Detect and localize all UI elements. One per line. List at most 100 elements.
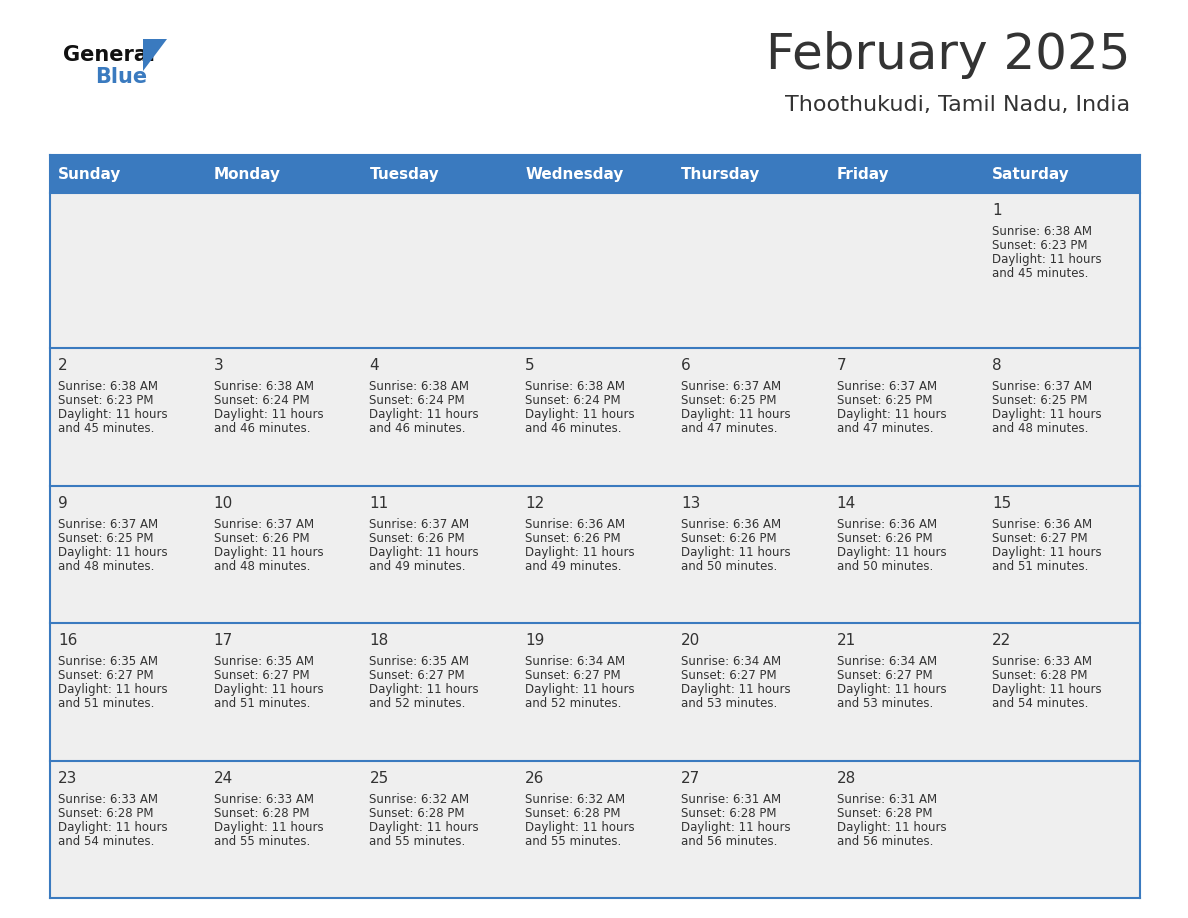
Text: 5: 5 <box>525 358 535 373</box>
Text: and 52 minutes.: and 52 minutes. <box>369 697 466 710</box>
Text: Daylight: 11 hours: Daylight: 11 hours <box>369 545 479 558</box>
Text: Thursday: Thursday <box>681 166 760 182</box>
Text: Daylight: 11 hours: Daylight: 11 hours <box>525 545 634 558</box>
Bar <box>50 193 1140 348</box>
Text: Sunset: 6:23 PM: Sunset: 6:23 PM <box>992 239 1088 252</box>
Text: Sunset: 6:28 PM: Sunset: 6:28 PM <box>369 807 465 820</box>
Text: Daylight: 11 hours: Daylight: 11 hours <box>58 821 168 834</box>
Text: Daylight: 11 hours: Daylight: 11 hours <box>836 545 946 558</box>
Text: Daylight: 11 hours: Daylight: 11 hours <box>681 821 790 834</box>
Text: 18: 18 <box>369 633 388 648</box>
Text: Sunset: 6:25 PM: Sunset: 6:25 PM <box>836 394 933 407</box>
Text: and 55 minutes.: and 55 minutes. <box>369 834 466 847</box>
Text: and 53 minutes.: and 53 minutes. <box>836 697 933 710</box>
Text: and 48 minutes.: and 48 minutes. <box>58 560 154 573</box>
Text: and 54 minutes.: and 54 minutes. <box>58 834 154 847</box>
Text: and 56 minutes.: and 56 minutes. <box>681 834 777 847</box>
Text: Sunset: 6:25 PM: Sunset: 6:25 PM <box>58 532 153 544</box>
Text: and 51 minutes.: and 51 minutes. <box>214 697 310 710</box>
Text: 14: 14 <box>836 496 855 510</box>
Text: 13: 13 <box>681 496 700 510</box>
Text: Sunset: 6:27 PM: Sunset: 6:27 PM <box>214 669 309 682</box>
Text: Sunset: 6:28 PM: Sunset: 6:28 PM <box>58 807 153 820</box>
Text: 3: 3 <box>214 358 223 373</box>
Bar <box>50 760 1140 898</box>
Text: Sunset: 6:27 PM: Sunset: 6:27 PM <box>992 532 1088 544</box>
Text: Sunrise: 6:34 AM: Sunrise: 6:34 AM <box>525 655 625 668</box>
Text: 10: 10 <box>214 496 233 510</box>
Text: Sunrise: 6:31 AM: Sunrise: 6:31 AM <box>836 792 936 805</box>
Text: Daylight: 11 hours: Daylight: 11 hours <box>214 545 323 558</box>
Text: and 46 minutes.: and 46 minutes. <box>214 422 310 435</box>
Text: and 48 minutes.: and 48 minutes. <box>214 560 310 573</box>
Text: February 2025: February 2025 <box>765 31 1130 79</box>
Text: Sunset: 6:26 PM: Sunset: 6:26 PM <box>214 532 309 544</box>
Text: Sunrise: 6:36 AM: Sunrise: 6:36 AM <box>836 518 936 531</box>
Text: Sunset: 6:24 PM: Sunset: 6:24 PM <box>369 394 465 407</box>
Text: 16: 16 <box>58 633 77 648</box>
Text: Sunrise: 6:37 AM: Sunrise: 6:37 AM <box>992 380 1093 393</box>
Text: and 46 minutes.: and 46 minutes. <box>525 422 621 435</box>
Text: Daylight: 11 hours: Daylight: 11 hours <box>992 253 1102 266</box>
Text: Sunrise: 6:36 AM: Sunrise: 6:36 AM <box>681 518 781 531</box>
Text: Sunrise: 6:38 AM: Sunrise: 6:38 AM <box>214 380 314 393</box>
Text: Sunset: 6:24 PM: Sunset: 6:24 PM <box>214 394 309 407</box>
Text: Sunrise: 6:37 AM: Sunrise: 6:37 AM <box>369 518 469 531</box>
Text: 20: 20 <box>681 633 700 648</box>
Text: Tuesday: Tuesday <box>369 166 440 182</box>
Text: Daylight: 11 hours: Daylight: 11 hours <box>58 409 168 421</box>
Text: Sunset: 6:28 PM: Sunset: 6:28 PM <box>836 807 933 820</box>
Text: Sunset: 6:28 PM: Sunset: 6:28 PM <box>992 669 1088 682</box>
Text: 24: 24 <box>214 770 233 786</box>
Text: Sunset: 6:23 PM: Sunset: 6:23 PM <box>58 394 153 407</box>
Text: Daylight: 11 hours: Daylight: 11 hours <box>214 821 323 834</box>
Text: Sunset: 6:24 PM: Sunset: 6:24 PM <box>525 394 621 407</box>
Text: and 54 minutes.: and 54 minutes. <box>992 697 1088 710</box>
Text: Daylight: 11 hours: Daylight: 11 hours <box>992 545 1102 558</box>
Text: Monday: Monday <box>214 166 280 182</box>
Text: Sunrise: 6:38 AM: Sunrise: 6:38 AM <box>525 380 625 393</box>
Text: Sunset: 6:25 PM: Sunset: 6:25 PM <box>992 394 1088 407</box>
Text: Sunrise: 6:35 AM: Sunrise: 6:35 AM <box>214 655 314 668</box>
Text: Sunrise: 6:33 AM: Sunrise: 6:33 AM <box>214 792 314 805</box>
Text: Sunrise: 6:33 AM: Sunrise: 6:33 AM <box>992 655 1092 668</box>
Text: General: General <box>63 45 154 65</box>
Bar <box>50 623 1140 760</box>
Text: 26: 26 <box>525 770 544 786</box>
Text: Sunrise: 6:35 AM: Sunrise: 6:35 AM <box>58 655 158 668</box>
Text: Sunrise: 6:37 AM: Sunrise: 6:37 AM <box>58 518 158 531</box>
Text: Daylight: 11 hours: Daylight: 11 hours <box>681 409 790 421</box>
Text: and 50 minutes.: and 50 minutes. <box>681 560 777 573</box>
Text: 4: 4 <box>369 358 379 373</box>
Text: Sunset: 6:27 PM: Sunset: 6:27 PM <box>681 669 777 682</box>
Text: 22: 22 <box>992 633 1011 648</box>
Text: Sunrise: 6:31 AM: Sunrise: 6:31 AM <box>681 792 781 805</box>
Text: Sunset: 6:26 PM: Sunset: 6:26 PM <box>681 532 777 544</box>
Text: Daylight: 11 hours: Daylight: 11 hours <box>214 683 323 696</box>
Text: Sunrise: 6:38 AM: Sunrise: 6:38 AM <box>369 380 469 393</box>
Text: and 49 minutes.: and 49 minutes. <box>369 560 466 573</box>
Text: 12: 12 <box>525 496 544 510</box>
Text: Sunrise: 6:32 AM: Sunrise: 6:32 AM <box>369 792 469 805</box>
Text: and 48 minutes.: and 48 minutes. <box>992 422 1088 435</box>
Text: and 55 minutes.: and 55 minutes. <box>525 834 621 847</box>
Text: and 47 minutes.: and 47 minutes. <box>681 422 777 435</box>
Text: Daylight: 11 hours: Daylight: 11 hours <box>836 409 946 421</box>
Text: Daylight: 11 hours: Daylight: 11 hours <box>58 545 168 558</box>
Text: Daylight: 11 hours: Daylight: 11 hours <box>369 821 479 834</box>
Text: 23: 23 <box>58 770 77 786</box>
Text: Sunset: 6:28 PM: Sunset: 6:28 PM <box>681 807 776 820</box>
Text: Sunset: 6:27 PM: Sunset: 6:27 PM <box>525 669 621 682</box>
Text: Sunrise: 6:36 AM: Sunrise: 6:36 AM <box>992 518 1093 531</box>
Text: Daylight: 11 hours: Daylight: 11 hours <box>369 409 479 421</box>
Text: Daylight: 11 hours: Daylight: 11 hours <box>525 683 634 696</box>
Text: Sunrise: 6:37 AM: Sunrise: 6:37 AM <box>214 518 314 531</box>
Text: 19: 19 <box>525 633 544 648</box>
Text: 25: 25 <box>369 770 388 786</box>
Text: and 46 minutes.: and 46 minutes. <box>369 422 466 435</box>
Text: and 55 minutes.: and 55 minutes. <box>214 834 310 847</box>
Text: 9: 9 <box>58 496 68 510</box>
Text: Daylight: 11 hours: Daylight: 11 hours <box>992 409 1102 421</box>
Text: Sunset: 6:28 PM: Sunset: 6:28 PM <box>525 807 620 820</box>
Text: and 50 minutes.: and 50 minutes. <box>836 560 933 573</box>
